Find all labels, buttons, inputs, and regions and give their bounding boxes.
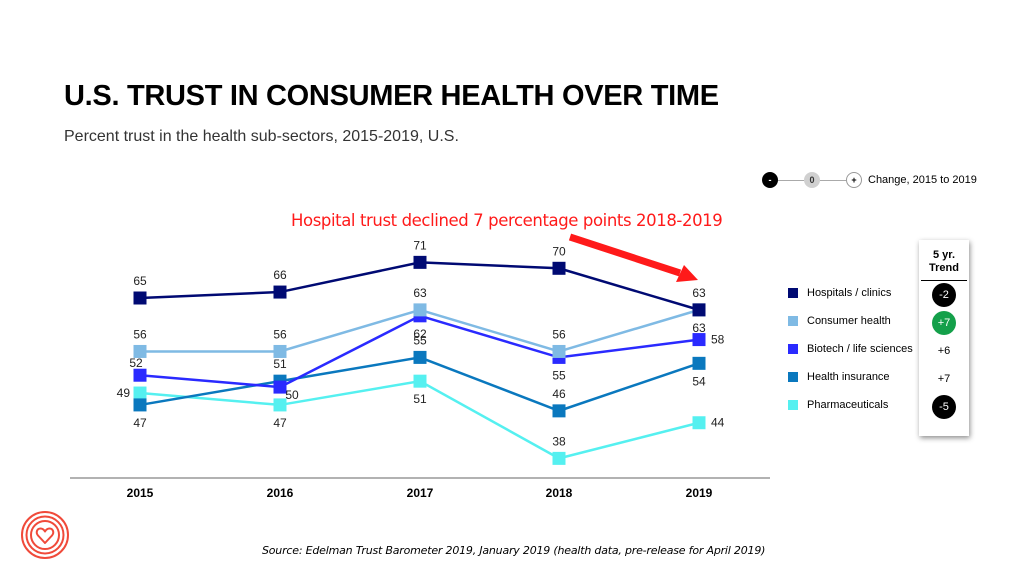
x-tick-label: 2019 bbox=[686, 486, 713, 500]
legend-item: Hospitals / clinics bbox=[788, 285, 891, 301]
data-point-marker bbox=[133, 291, 147, 305]
legend-swatch bbox=[788, 372, 798, 382]
trend-header-line1: 5 yr. bbox=[932, 249, 956, 261]
page-title: U.S. TRUST IN CONSUMER HEALTH OVER TIME bbox=[64, 80, 719, 112]
data-label: 62 bbox=[413, 327, 427, 341]
change-legend: - 0 + Change, 2015 to 2019 bbox=[762, 171, 977, 189]
legend-swatch bbox=[788, 316, 798, 326]
data-label: 56 bbox=[133, 327, 147, 341]
legend-swatch bbox=[788, 400, 798, 410]
data-point-marker bbox=[413, 255, 427, 269]
data-label: 47 bbox=[133, 416, 147, 430]
trend-value: -2 bbox=[932, 283, 956, 307]
data-point-marker bbox=[692, 303, 706, 317]
data-point-marker bbox=[273, 398, 287, 412]
data-label: 56 bbox=[273, 327, 287, 341]
change-legend-connector bbox=[778, 179, 804, 181]
data-label: 51 bbox=[413, 392, 427, 406]
legend-item: Consumer health bbox=[788, 313, 891, 329]
data-label: 58 bbox=[711, 333, 725, 347]
data-point-marker bbox=[692, 356, 706, 370]
data-label: 71 bbox=[413, 238, 427, 252]
data-label: 49 bbox=[117, 386, 131, 400]
data-point-marker bbox=[133, 368, 147, 382]
chart-annotation: Hospital trust declined 7 percentage poi… bbox=[291, 211, 723, 230]
data-point-marker bbox=[413, 374, 427, 388]
data-point-marker bbox=[552, 261, 566, 275]
change-legend-label: Change, 2015 to 2019 bbox=[868, 174, 977, 186]
legend-swatch bbox=[788, 344, 798, 354]
neutral-change-icon: 0 bbox=[804, 172, 820, 188]
data-point-marker bbox=[692, 333, 706, 347]
data-label: 44 bbox=[711, 416, 725, 430]
data-label: 70 bbox=[552, 244, 566, 258]
annotation-arrow-shaft bbox=[568, 233, 682, 277]
negative-change-icon: - bbox=[762, 172, 778, 188]
data-label: 38 bbox=[552, 434, 566, 448]
data-label: 55 bbox=[413, 333, 427, 347]
data-label: 63 bbox=[413, 286, 427, 300]
data-label: 66 bbox=[273, 268, 287, 282]
data-label: 65 bbox=[133, 274, 147, 288]
data-point-marker bbox=[552, 344, 566, 358]
data-label: 50 bbox=[285, 388, 299, 402]
data-point-marker bbox=[133, 398, 147, 412]
legend-item: Biotech / life sciences bbox=[788, 341, 913, 357]
legend-label: Pharmaceuticals bbox=[807, 399, 889, 411]
data-point-marker bbox=[413, 303, 427, 317]
data-label: 63 bbox=[692, 286, 706, 300]
trend-value: -5 bbox=[932, 395, 956, 419]
legend-item: Health insurance bbox=[788, 369, 890, 385]
page-subtitle: Percent trust in the health sub-sectors,… bbox=[64, 128, 459, 145]
data-point-marker bbox=[273, 344, 287, 358]
trend-header-line2: Trend bbox=[929, 262, 959, 274]
data-point-marker bbox=[133, 386, 147, 400]
data-point-marker bbox=[552, 451, 566, 465]
source-note: Source: Edelman Trust Barometer 2019, Ja… bbox=[262, 544, 766, 557]
x-tick-label: 2015 bbox=[127, 486, 154, 500]
data-label: 54 bbox=[692, 374, 706, 388]
data-label: 52 bbox=[129, 356, 143, 370]
legend-label: Consumer health bbox=[807, 315, 891, 327]
data-label: 47 bbox=[273, 416, 287, 430]
heart-logo-icon bbox=[20, 510, 70, 565]
data-label: 56 bbox=[552, 327, 566, 341]
legend-label: Health insurance bbox=[807, 371, 890, 383]
legend-label: Biotech / life sciences bbox=[807, 343, 913, 355]
x-tick-label: 2016 bbox=[267, 486, 294, 500]
legend-item: Pharmaceuticals bbox=[788, 397, 888, 413]
trend-header: 5 yr. Trend bbox=[919, 249, 969, 275]
change-legend-connector bbox=[820, 179, 846, 181]
legend-label: Hospitals / clinics bbox=[807, 287, 892, 299]
x-tick-label: 2017 bbox=[407, 486, 434, 500]
data-label: 46 bbox=[552, 387, 566, 401]
x-tick-label: 2018 bbox=[546, 486, 573, 500]
data-point-marker bbox=[692, 416, 706, 430]
trend-divider bbox=[921, 280, 967, 281]
data-point-marker bbox=[413, 350, 427, 364]
data-point-marker bbox=[552, 404, 566, 418]
five-year-trend-panel: 5 yr. Trend -2 +7 +6 +7 -5 bbox=[919, 240, 969, 436]
trend-value: +6 bbox=[937, 345, 951, 357]
trend-value: +7 bbox=[937, 373, 951, 385]
annotation-arrow-head bbox=[676, 265, 698, 282]
data-point-marker bbox=[133, 344, 147, 358]
data-point-marker bbox=[273, 380, 287, 394]
legend-swatch bbox=[788, 288, 798, 298]
positive-change-icon: + bbox=[846, 172, 862, 188]
data-label: 63 bbox=[692, 321, 706, 335]
data-label: 51 bbox=[273, 357, 287, 371]
trend-value: +7 bbox=[932, 311, 956, 335]
data-label: 55 bbox=[552, 368, 566, 382]
data-point-marker bbox=[273, 285, 287, 299]
